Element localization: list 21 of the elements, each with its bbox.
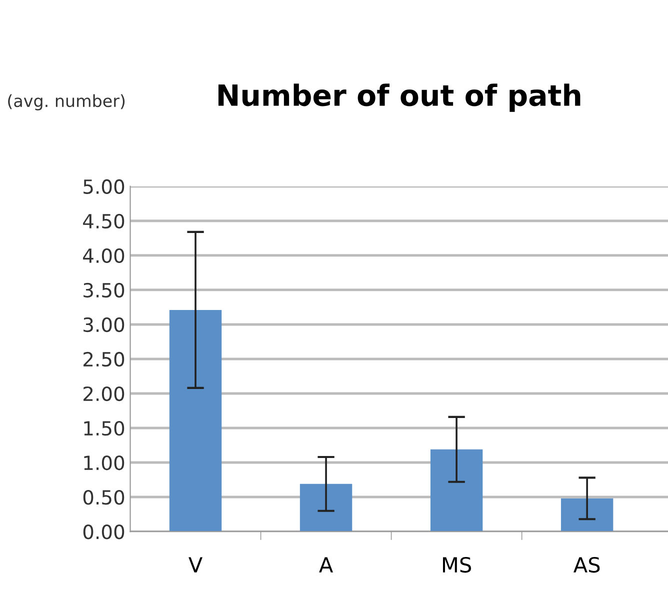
y-tick-label: 0.50 bbox=[83, 490, 124, 505]
x-tick-label: MS bbox=[443, 556, 471, 573]
x-tick-label: A bbox=[319, 557, 333, 572]
bar bbox=[560, 498, 614, 532]
y-tick-label: 1.50 bbox=[84, 420, 124, 436]
y-tick-label: 2.00 bbox=[84, 386, 124, 402]
y-tick-label: 4.00 bbox=[83, 248, 124, 264]
y-tick-label: 3.50 bbox=[84, 282, 124, 298]
y-tick-label: 5.00 bbox=[84, 179, 124, 194]
x-tick-label: AS bbox=[574, 556, 600, 573]
y-tick-label: 0.00 bbox=[83, 524, 124, 540]
y-tick-label: 4.50 bbox=[83, 214, 124, 229]
bar bbox=[169, 310, 222, 532]
bar bbox=[300, 484, 352, 532]
bar bbox=[430, 449, 483, 532]
x-tick-label: V bbox=[188, 557, 202, 572]
chart-title: Number of out of path bbox=[218, 84, 580, 112]
y-axis-title: (avg. number) bbox=[8, 94, 125, 110]
y-tick-label: 3.00 bbox=[84, 317, 124, 332]
y-tick-label: 2.50 bbox=[84, 352, 124, 367]
y-tick-label: 1.00 bbox=[84, 455, 124, 470]
